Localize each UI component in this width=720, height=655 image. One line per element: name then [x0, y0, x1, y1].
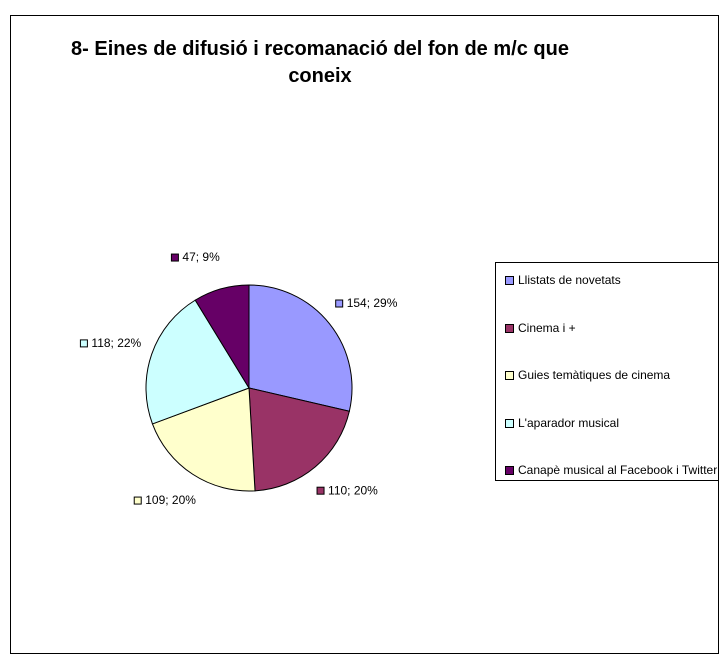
legend-label: Canapè musical al Facebook i Twitter: [518, 463, 718, 477]
legend-label: L'aparador musical: [518, 415, 620, 430]
data-label: 109; 20%: [145, 493, 196, 507]
label-swatch: [335, 299, 344, 308]
pie-slice: [151, 387, 256, 492]
pie-slice: [248, 387, 350, 492]
data-label: 154; 29%: [347, 296, 398, 310]
legend-label: Cinema i +: [518, 320, 576, 335]
label-swatch: [170, 253, 179, 262]
pie-slice: [194, 284, 250, 390]
label-swatch: [316, 486, 325, 495]
legend-label: Llistats de novetats: [518, 273, 621, 287]
pie-slice: [248, 284, 353, 412]
legend-swatch: [505, 371, 514, 380]
data-label: 110; 20%: [328, 483, 378, 497]
legend-swatch: [505, 323, 514, 333]
data-label: 47; 9%: [182, 250, 220, 264]
legend-swatch: [505, 418, 514, 428]
legend-swatch: [505, 276, 514, 285]
label-swatch: [133, 496, 142, 505]
data-label: 118; 22%: [91, 336, 141, 350]
chart-title: 8- Eines de difusió i recomanació del fo…: [71, 38, 569, 87]
legend-box: [495, 262, 719, 481]
legend-swatch: [505, 466, 514, 475]
legend-label: Guies temàtiques de cinema: [518, 368, 671, 382]
label-swatch: [79, 339, 88, 348]
pie-slice: [145, 299, 250, 425]
